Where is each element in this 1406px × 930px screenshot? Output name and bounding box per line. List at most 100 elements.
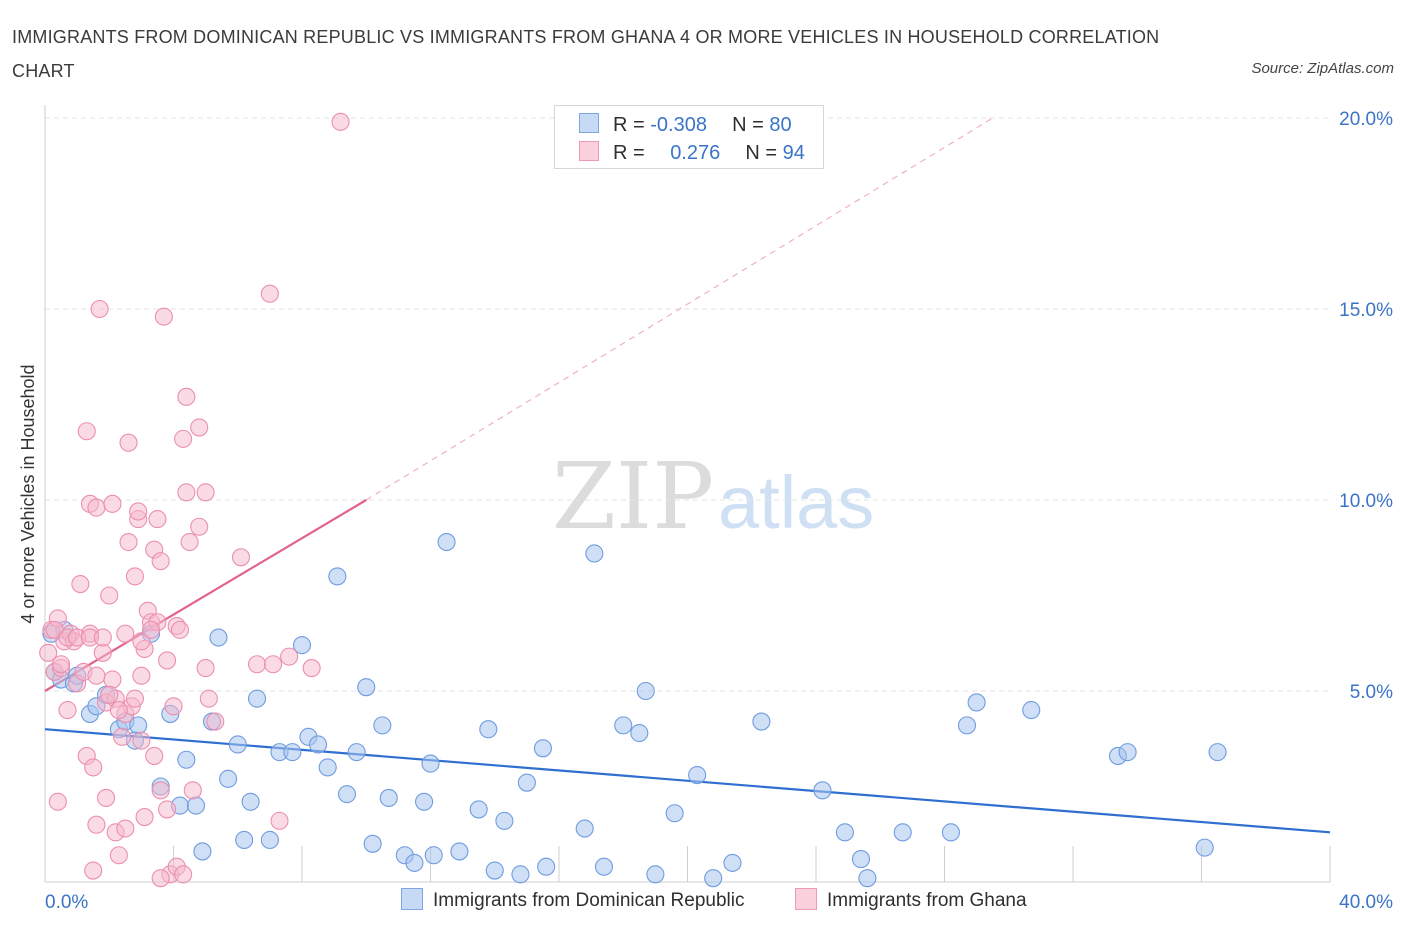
point-dominican (450, 842, 469, 861)
point-dominican (941, 823, 960, 842)
point-ghana (164, 697, 183, 716)
legend-swatch-blue (579, 113, 599, 133)
point-ghana (260, 284, 279, 303)
point-ghana (199, 689, 218, 708)
point-dominican (495, 811, 514, 830)
point-ghana (87, 815, 106, 834)
y-tick-label: 15.0% (1339, 300, 1393, 321)
point-dominican (241, 792, 260, 811)
point-ghana (132, 666, 151, 685)
watermark-atlas: atlas (718, 461, 874, 544)
zipatlas-watermark: ZIP atlas (552, 443, 874, 550)
point-ghana (154, 307, 173, 326)
point-ghana (132, 731, 151, 750)
point-ghana (170, 620, 189, 639)
chart-title: IMMIGRANTS FROM DOMINICAN REPUBLIC VS IM… (12, 27, 1160, 81)
trend-line-ghana-extension (365, 117, 993, 501)
point-dominican (723, 853, 742, 872)
point-ghana (90, 299, 109, 319)
point-dominican (533, 739, 552, 758)
point-dominican (851, 850, 871, 869)
point-dominican (957, 716, 977, 735)
point-ghana (109, 846, 128, 865)
point-ghana (190, 418, 209, 437)
bottom-legend-label: Immigrants from Dominican Republic (433, 890, 745, 911)
point-dominican (485, 861, 504, 880)
point-ghana (84, 758, 103, 777)
point-ghana (93, 628, 112, 647)
point-ghana (177, 483, 196, 502)
point-ghana (119, 532, 138, 552)
legend-n-value: 80 (769, 114, 792, 136)
point-dominican (1195, 838, 1214, 857)
point-dominican (415, 792, 434, 811)
point-dominican (186, 796, 206, 815)
point-ghana (206, 712, 225, 731)
point-dominican (479, 720, 498, 739)
point-dominican (337, 785, 357, 804)
point-ghana (183, 781, 202, 800)
point-dominican (630, 723, 649, 743)
point-dominican (1208, 743, 1227, 762)
bottom-legend-ghana: Immigrants from Ghana (795, 888, 1027, 912)
legend-n-label: N = (732, 114, 764, 136)
point-ghana (103, 494, 122, 513)
watermark-zip: ZIP (552, 443, 714, 550)
point-ghana (77, 422, 96, 441)
point-ghana (71, 574, 90, 594)
point-ghana (331, 112, 350, 131)
point-ghana (174, 429, 193, 448)
legend-r-label: R = (613, 142, 645, 164)
point-ghana (100, 586, 119, 605)
bottom-legend-swatch-blue (401, 888, 423, 910)
point-dominican (858, 869, 877, 888)
x-tick-label: 0.0% (45, 892, 88, 913)
chart-source: Source: ZipAtlas.com (1251, 60, 1394, 77)
point-ghana (116, 624, 135, 643)
point-ghana (247, 655, 267, 674)
bottom-legend-label: Immigrants from Ghana (827, 890, 1027, 911)
point-ghana (302, 659, 321, 678)
point-ghana (52, 655, 71, 674)
bottom-legend-dominican: Immigrants from Dominican Republic (401, 888, 745, 912)
point-ghana (196, 659, 215, 678)
point-ghana (231, 548, 251, 567)
point-ghana (190, 517, 209, 536)
point-dominican (1022, 701, 1041, 720)
point-dominican (688, 765, 707, 785)
legend-row-ghana: R = 0.276 N = 94 (579, 141, 805, 165)
point-dominican (594, 857, 614, 876)
bottom-legend-swatch-pink (795, 888, 817, 910)
point-dominican (379, 788, 398, 808)
point-ghana (113, 727, 132, 746)
point-ghana (280, 647, 299, 666)
point-ghana (145, 746, 164, 765)
point-dominican (665, 804, 684, 823)
legend-r-label: R = (613, 114, 645, 136)
point-ghana (103, 670, 122, 689)
point-dominican (292, 636, 312, 655)
y-tick-label: 20.0% (1339, 109, 1393, 130)
point-ghana (119, 433, 138, 452)
point-dominican (309, 735, 328, 754)
point-ghana (158, 651, 177, 670)
point-dominican (1118, 743, 1137, 762)
point-dominican (283, 743, 302, 762)
point-ghana (264, 655, 283, 674)
point-dominican (967, 693, 986, 712)
y-axis-label: 4 or more Vehicles in Household (18, 364, 38, 623)
point-dominican (752, 712, 771, 731)
point-ghana (109, 701, 128, 720)
point-dominican (357, 678, 376, 697)
point-dominican (646, 865, 665, 884)
point-ghana (151, 781, 170, 800)
point-dominican (347, 743, 366, 762)
point-dominican (437, 532, 456, 552)
point-dominican (835, 823, 854, 842)
point-dominican (537, 857, 556, 876)
point-ghana (151, 552, 170, 571)
point-ghana (148, 510, 167, 529)
point-dominican (813, 781, 832, 800)
point-ghana (84, 861, 103, 880)
